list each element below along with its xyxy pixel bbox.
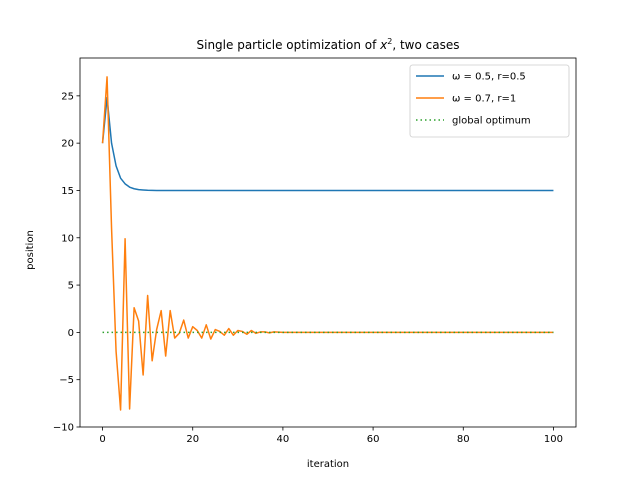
y-axis-label: position [25, 230, 36, 270]
chart-title-exponent: 2 [387, 37, 392, 46]
chart-title-suffix: , two cases [392, 38, 459, 52]
y-tick-label: 15 [61, 186, 74, 197]
x-tick-label: 20 [186, 434, 199, 445]
series-line-1 [101, 96, 554, 192]
y-tick-label: 10 [61, 233, 74, 244]
y-tick-label: −10 [53, 423, 74, 434]
y-tick-label: −5 [59, 375, 74, 386]
series-line-2 [101, 76, 554, 411]
y-tick-label: 25 [61, 91, 74, 102]
legend-label-3: global optimum [452, 116, 531, 127]
x-tick-label: 0 [99, 434, 105, 445]
plot-area: 0 20 40 60 80 100 −10 −5 0 5 10 15 20 25 ω = 0.5, r=0.… [53, 57, 577, 445]
chart-title: Single particle optimization of x2, two … [197, 37, 460, 52]
x-tick-label: 40 [277, 434, 290, 445]
y-tick-label: 5 [68, 281, 74, 292]
chart-title-variable: x [379, 38, 388, 52]
chart-title-prefix: Single particle optimization of [197, 38, 381, 52]
x-tick-label: 60 [367, 434, 380, 445]
y-tick-label: 20 [61, 139, 74, 150]
y-tick-label: 0 [68, 328, 74, 339]
legend-box [409, 64, 570, 138]
legend-label-2: ω = 0.7, r=1 [452, 94, 516, 105]
x-tick-label: 80 [457, 434, 470, 445]
axes-frame [79, 57, 577, 428]
x-axis-label: iteration [307, 459, 349, 470]
legend-label-1: ω = 0.5, r=0.5 [452, 72, 526, 83]
x-tick-label: 100 [544, 434, 563, 445]
